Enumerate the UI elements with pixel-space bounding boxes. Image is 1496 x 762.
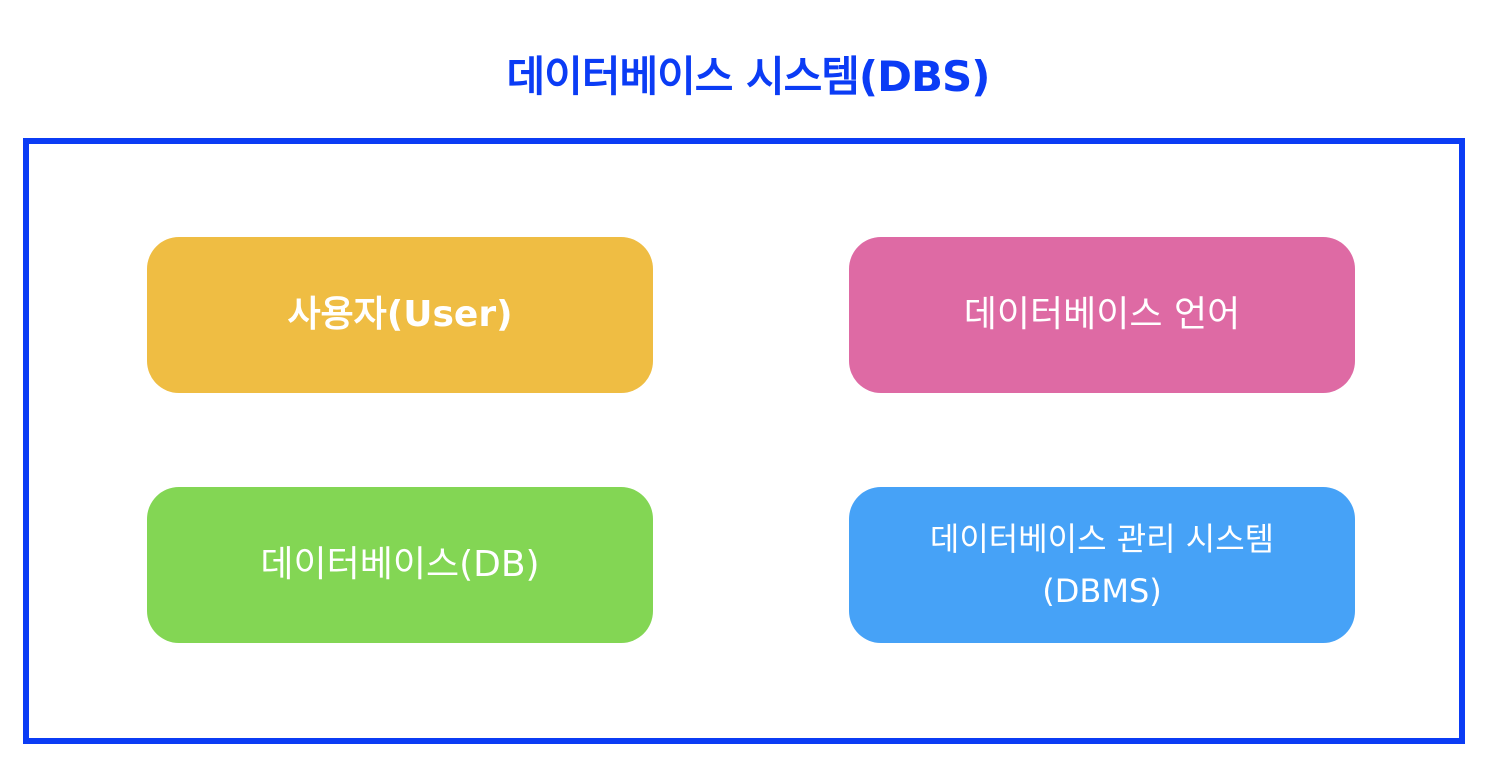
dbs-frame [23, 138, 1465, 744]
diagram-title: 데이터베이스 시스템(DBS) [506, 52, 991, 101]
database-language-label: 데이터베이스 언어 [963, 294, 1241, 335]
user-label: 사용자(User) [287, 294, 513, 335]
dbms-box: 데이터베이스 관리 시스템 (DBMS) [849, 487, 1355, 643]
dbms-label-line2: (DBMS) [1042, 572, 1162, 610]
database-language-box: 데이터베이스 언어 [849, 237, 1355, 393]
user-box: 사용자(User) [147, 237, 653, 393]
database-box: 데이터베이스(DB) [147, 487, 653, 643]
dbms-label-line1: 데이터베이스 관리 시스템 [929, 520, 1275, 558]
dbms-label: 데이터베이스 관리 시스템 (DBMS) [930, 513, 1274, 617]
database-label: 데이터베이스(DB) [260, 544, 540, 585]
